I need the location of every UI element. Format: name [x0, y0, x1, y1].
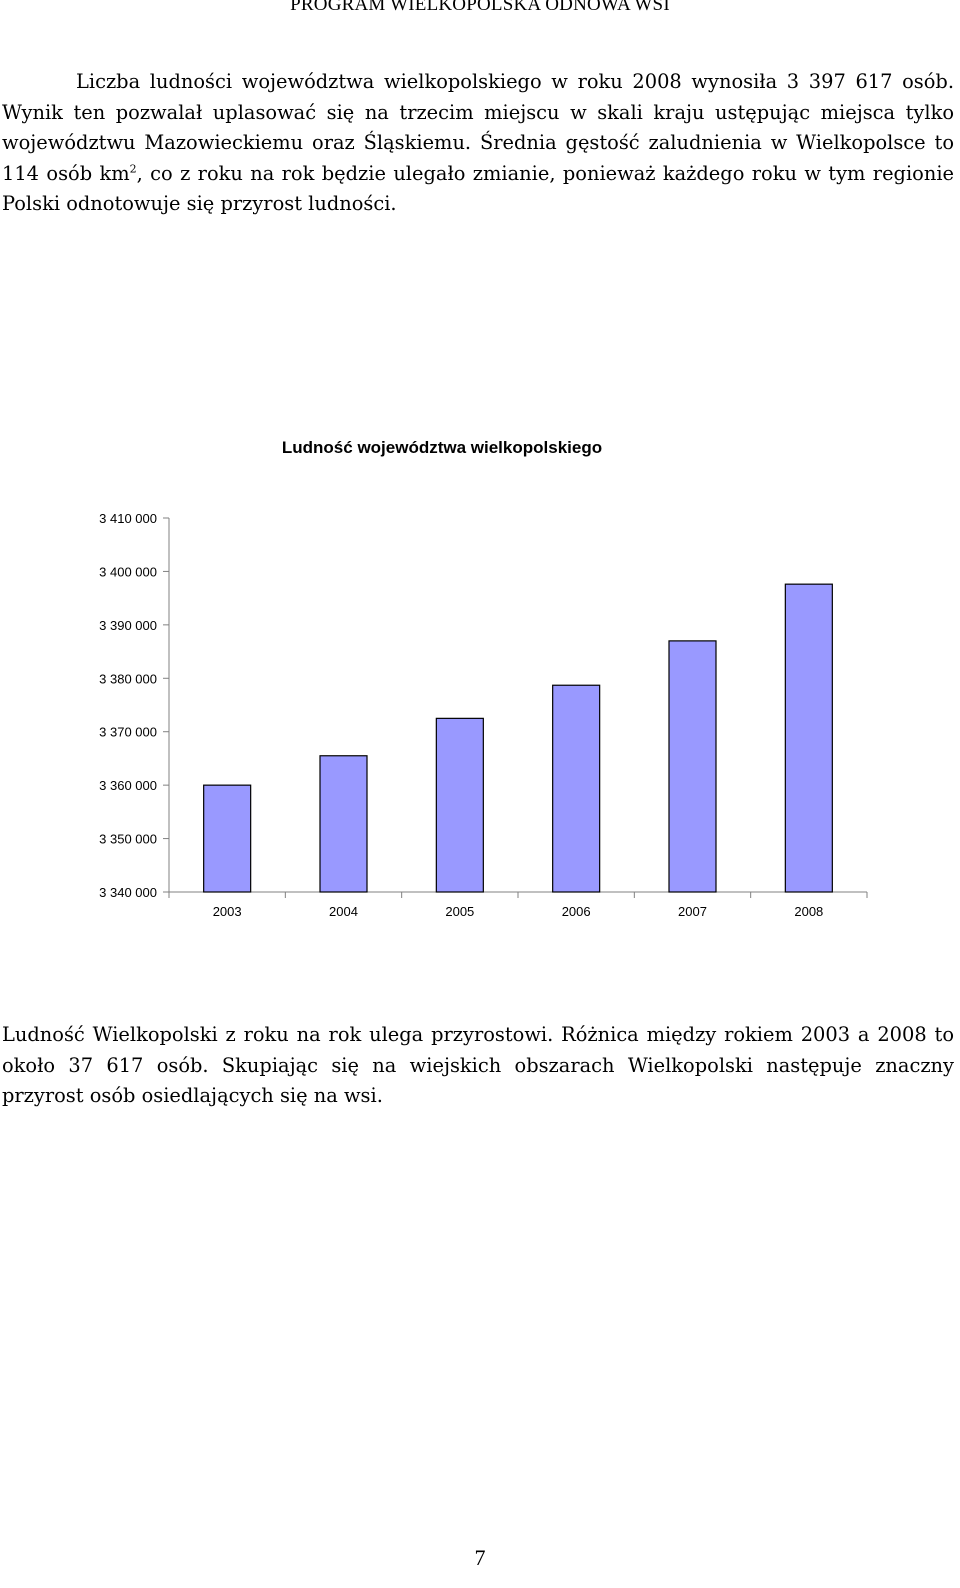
y-tick-label: 3 390 000	[99, 618, 157, 633]
x-tick-label: 2003	[213, 904, 242, 919]
x-tick-label: 2008	[794, 904, 823, 919]
summary-paragraph: Ludność Wielkopolski z roku na rok ulega…	[2, 1023, 954, 1107]
x-tick-label: 2005	[445, 904, 474, 919]
bar-2005	[435, 717, 484, 893]
x-tick-label: 2007	[678, 904, 707, 919]
page-number: 7	[474, 1545, 486, 1570]
y-tick-label: 3 340 000	[99, 885, 157, 900]
intro-text: Liczba ludności województwa wielkopolski…	[2, 70, 954, 185]
x-tick-label: 2004	[329, 904, 358, 919]
population-bar-chart: Ludność województwa wielkopolskiego 3 34…	[99, 438, 868, 919]
y-tick-label: 3 360 000	[99, 778, 157, 793]
bar-2008	[784, 583, 833, 893]
bar-2003	[203, 784, 252, 893]
bar-2006	[552, 684, 601, 893]
x-tick-label: 2006	[562, 904, 591, 919]
bar-2004	[319, 755, 368, 893]
chart-title: Ludność województwa wielkopolskiego	[282, 438, 602, 457]
superscript-two: 2	[129, 162, 137, 176]
bar-2007	[668, 640, 717, 893]
y-tick-label: 3 380 000	[99, 671, 157, 686]
intro-paragraph: Liczba ludności województwa wielkopolski…	[2, 67, 954, 220]
chart-labels: 3 340 000 3 350 000 3 360 000 3 370 000 3 38…	[99, 511, 823, 919]
y-tick-label: 3 410 000	[99, 511, 157, 526]
y-tick-label: 3 370 000	[99, 725, 157, 740]
y-tick-label: 3 350 000	[99, 832, 157, 847]
intro-text-continued: , co z roku na rok będzie ulegało zmiani…	[2, 161, 955, 216]
chart-axes	[163, 517, 868, 898]
y-tick-label: 3 400 000	[99, 564, 157, 579]
chart-bars	[203, 583, 833, 893]
running-header: PROGRAM WIELKOPOLSKA ODNOWA WSI	[290, 0, 670, 15]
